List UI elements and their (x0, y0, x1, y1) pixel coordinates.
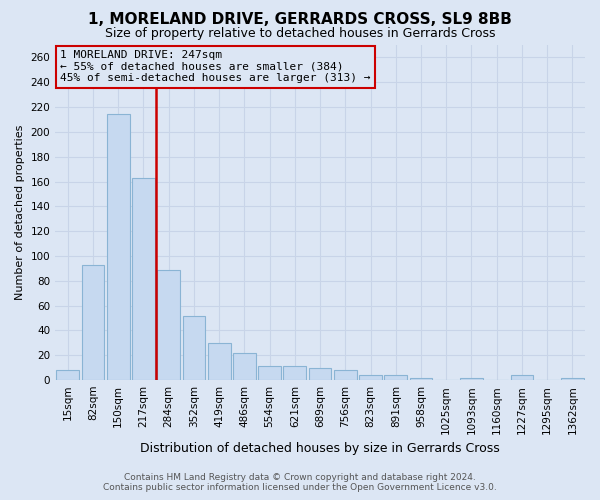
Bar (107, 114, 130, 380)
Bar (208, 343, 230, 380)
Bar (283, 366, 306, 380)
Bar (385, 375, 407, 380)
Bar (182, 316, 205, 380)
Bar (460, 378, 483, 380)
X-axis label: Distribution of detached houses by size in Gerrards Cross: Distribution of detached houses by size … (140, 442, 500, 455)
Bar (233, 353, 256, 380)
Bar (309, 368, 331, 380)
Text: Contains HM Land Registry data © Crown copyright and database right 2024.
Contai: Contains HM Land Registry data © Crown c… (103, 473, 497, 492)
Bar (258, 366, 281, 380)
Bar (561, 378, 584, 380)
Bar (359, 375, 382, 380)
Bar (334, 370, 356, 380)
Bar (56, 370, 79, 380)
Bar (157, 270, 180, 380)
Text: 1, MORELAND DRIVE, GERRARDS CROSS, SL9 8BB: 1, MORELAND DRIVE, GERRARDS CROSS, SL9 8… (88, 12, 512, 28)
Bar (511, 375, 533, 380)
Y-axis label: Number of detached properties: Number of detached properties (15, 125, 25, 300)
Bar (410, 378, 433, 380)
Text: 1 MORELAND DRIVE: 247sqm
← 55% of detached houses are smaller (384)
45% of semi-: 1 MORELAND DRIVE: 247sqm ← 55% of detach… (61, 50, 371, 83)
Text: Size of property relative to detached houses in Gerrards Cross: Size of property relative to detached ho… (105, 28, 495, 40)
Bar (132, 178, 155, 380)
Bar (82, 264, 104, 380)
